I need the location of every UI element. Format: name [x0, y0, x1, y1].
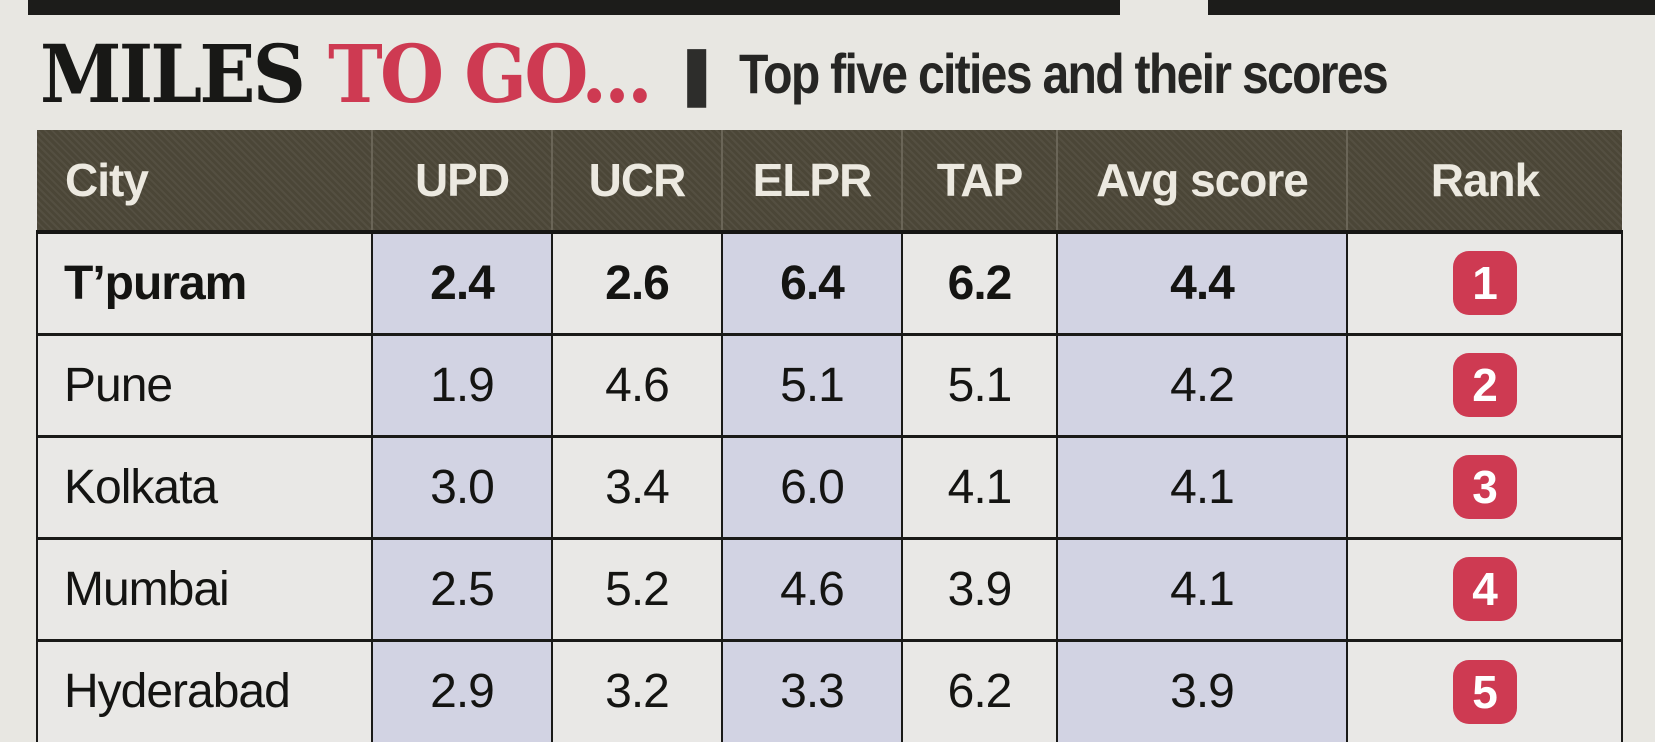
rank-badge: 3	[1452, 455, 1517, 519]
city-cell: Hyderabad	[36, 638, 373, 742]
tap-cell: 6.2	[901, 230, 1058, 334]
scores-table-wrap: City UPD UCR ELPR TAP Avg score Rank T’p…	[36, 130, 1623, 742]
upd-cell: 3.0	[371, 434, 553, 538]
col-header-upd: UPD	[371, 130, 552, 234]
col-header-ucr: UCR	[551, 130, 722, 234]
upd-cell: 2.9	[371, 638, 553, 742]
upd-cell: 2.4	[371, 230, 553, 334]
table-row: Kolkata 3.0 3.4 6.0 4.1 4.1 3	[36, 434, 1623, 538]
tap-cell: 3.9	[901, 536, 1058, 640]
headline-separator: |	[675, 39, 718, 108]
rank-badge: 5	[1452, 659, 1517, 724]
top-rule-left	[28, 0, 1120, 15]
city-cell: T’puram	[36, 230, 373, 334]
elpr-cell: 6.4	[721, 230, 903, 334]
rank-cell: 2	[1346, 332, 1623, 436]
city-cell: Pune	[36, 332, 373, 436]
tap-cell: 4.1	[901, 434, 1058, 538]
ucr-cell: 3.4	[551, 434, 723, 538]
headline: MILES TO GO... | Top five cities and the…	[40, 34, 1493, 114]
ucr-cell: 4.6	[551, 332, 723, 436]
table-row: Mumbai 2.5 5.2 4.6 3.9 4.1 4	[36, 536, 1623, 640]
table-row: Hyderabad 2.9 3.2 3.3 6.2 3.9 5	[36, 638, 1623, 742]
avg-cell: 4.4	[1056, 230, 1348, 334]
ucr-cell: 2.6	[551, 230, 723, 334]
col-header-avgscore: Avg score	[1056, 130, 1347, 234]
elpr-cell: 5.1	[721, 332, 903, 436]
avg-cell: 4.1	[1056, 536, 1348, 640]
rank-cell: 1	[1346, 230, 1623, 334]
elpr-cell: 6.0	[721, 434, 903, 538]
elpr-cell: 4.6	[721, 536, 903, 640]
rank-cell: 4	[1346, 536, 1623, 640]
col-header-tap: TAP	[901, 130, 1057, 234]
table-header-row: City UPD UCR ELPR TAP Avg score Rank	[37, 130, 1622, 234]
city-cell: Kolkata	[36, 434, 373, 538]
avg-cell: 4.2	[1056, 332, 1348, 436]
rank-cell: 5	[1346, 638, 1623, 742]
city-cell: Mumbai	[36, 536, 373, 640]
upd-cell: 1.9	[371, 332, 553, 436]
ucr-cell: 5.2	[551, 536, 723, 640]
tap-cell: 6.2	[901, 638, 1058, 742]
ucr-cell: 3.2	[551, 638, 723, 742]
avg-cell: 3.9	[1056, 638, 1348, 742]
rank-badge: 2	[1452, 353, 1517, 417]
top-rule-right	[1208, 0, 1655, 15]
upd-cell: 2.5	[371, 536, 553, 640]
rank-badge: 1	[1452, 251, 1517, 316]
headline-word-black: MILES	[40, 27, 306, 121]
rank-cell: 3	[1346, 434, 1623, 538]
col-header-elpr: ELPR	[721, 130, 902, 234]
tap-cell: 5.1	[901, 332, 1058, 436]
table-row: Pune 1.9 4.6 5.1 5.1 4.2 2	[36, 332, 1623, 436]
avg-cell: 4.1	[1056, 434, 1348, 538]
col-header-rank: Rank	[1346, 130, 1622, 234]
headline-subtitle: Top five cities and their scores	[739, 42, 1389, 105]
scores-table: City UPD UCR ELPR TAP Avg score Rank T’p…	[36, 130, 1623, 742]
col-header-city: City	[37, 130, 372, 234]
rank-badge: 4	[1452, 557, 1517, 621]
headline-word-red: TO GO...	[327, 27, 653, 121]
table-row: T’puram 2.4 2.6 6.4 6.2 4.4 1	[36, 230, 1623, 334]
elpr-cell: 3.3	[721, 638, 903, 742]
